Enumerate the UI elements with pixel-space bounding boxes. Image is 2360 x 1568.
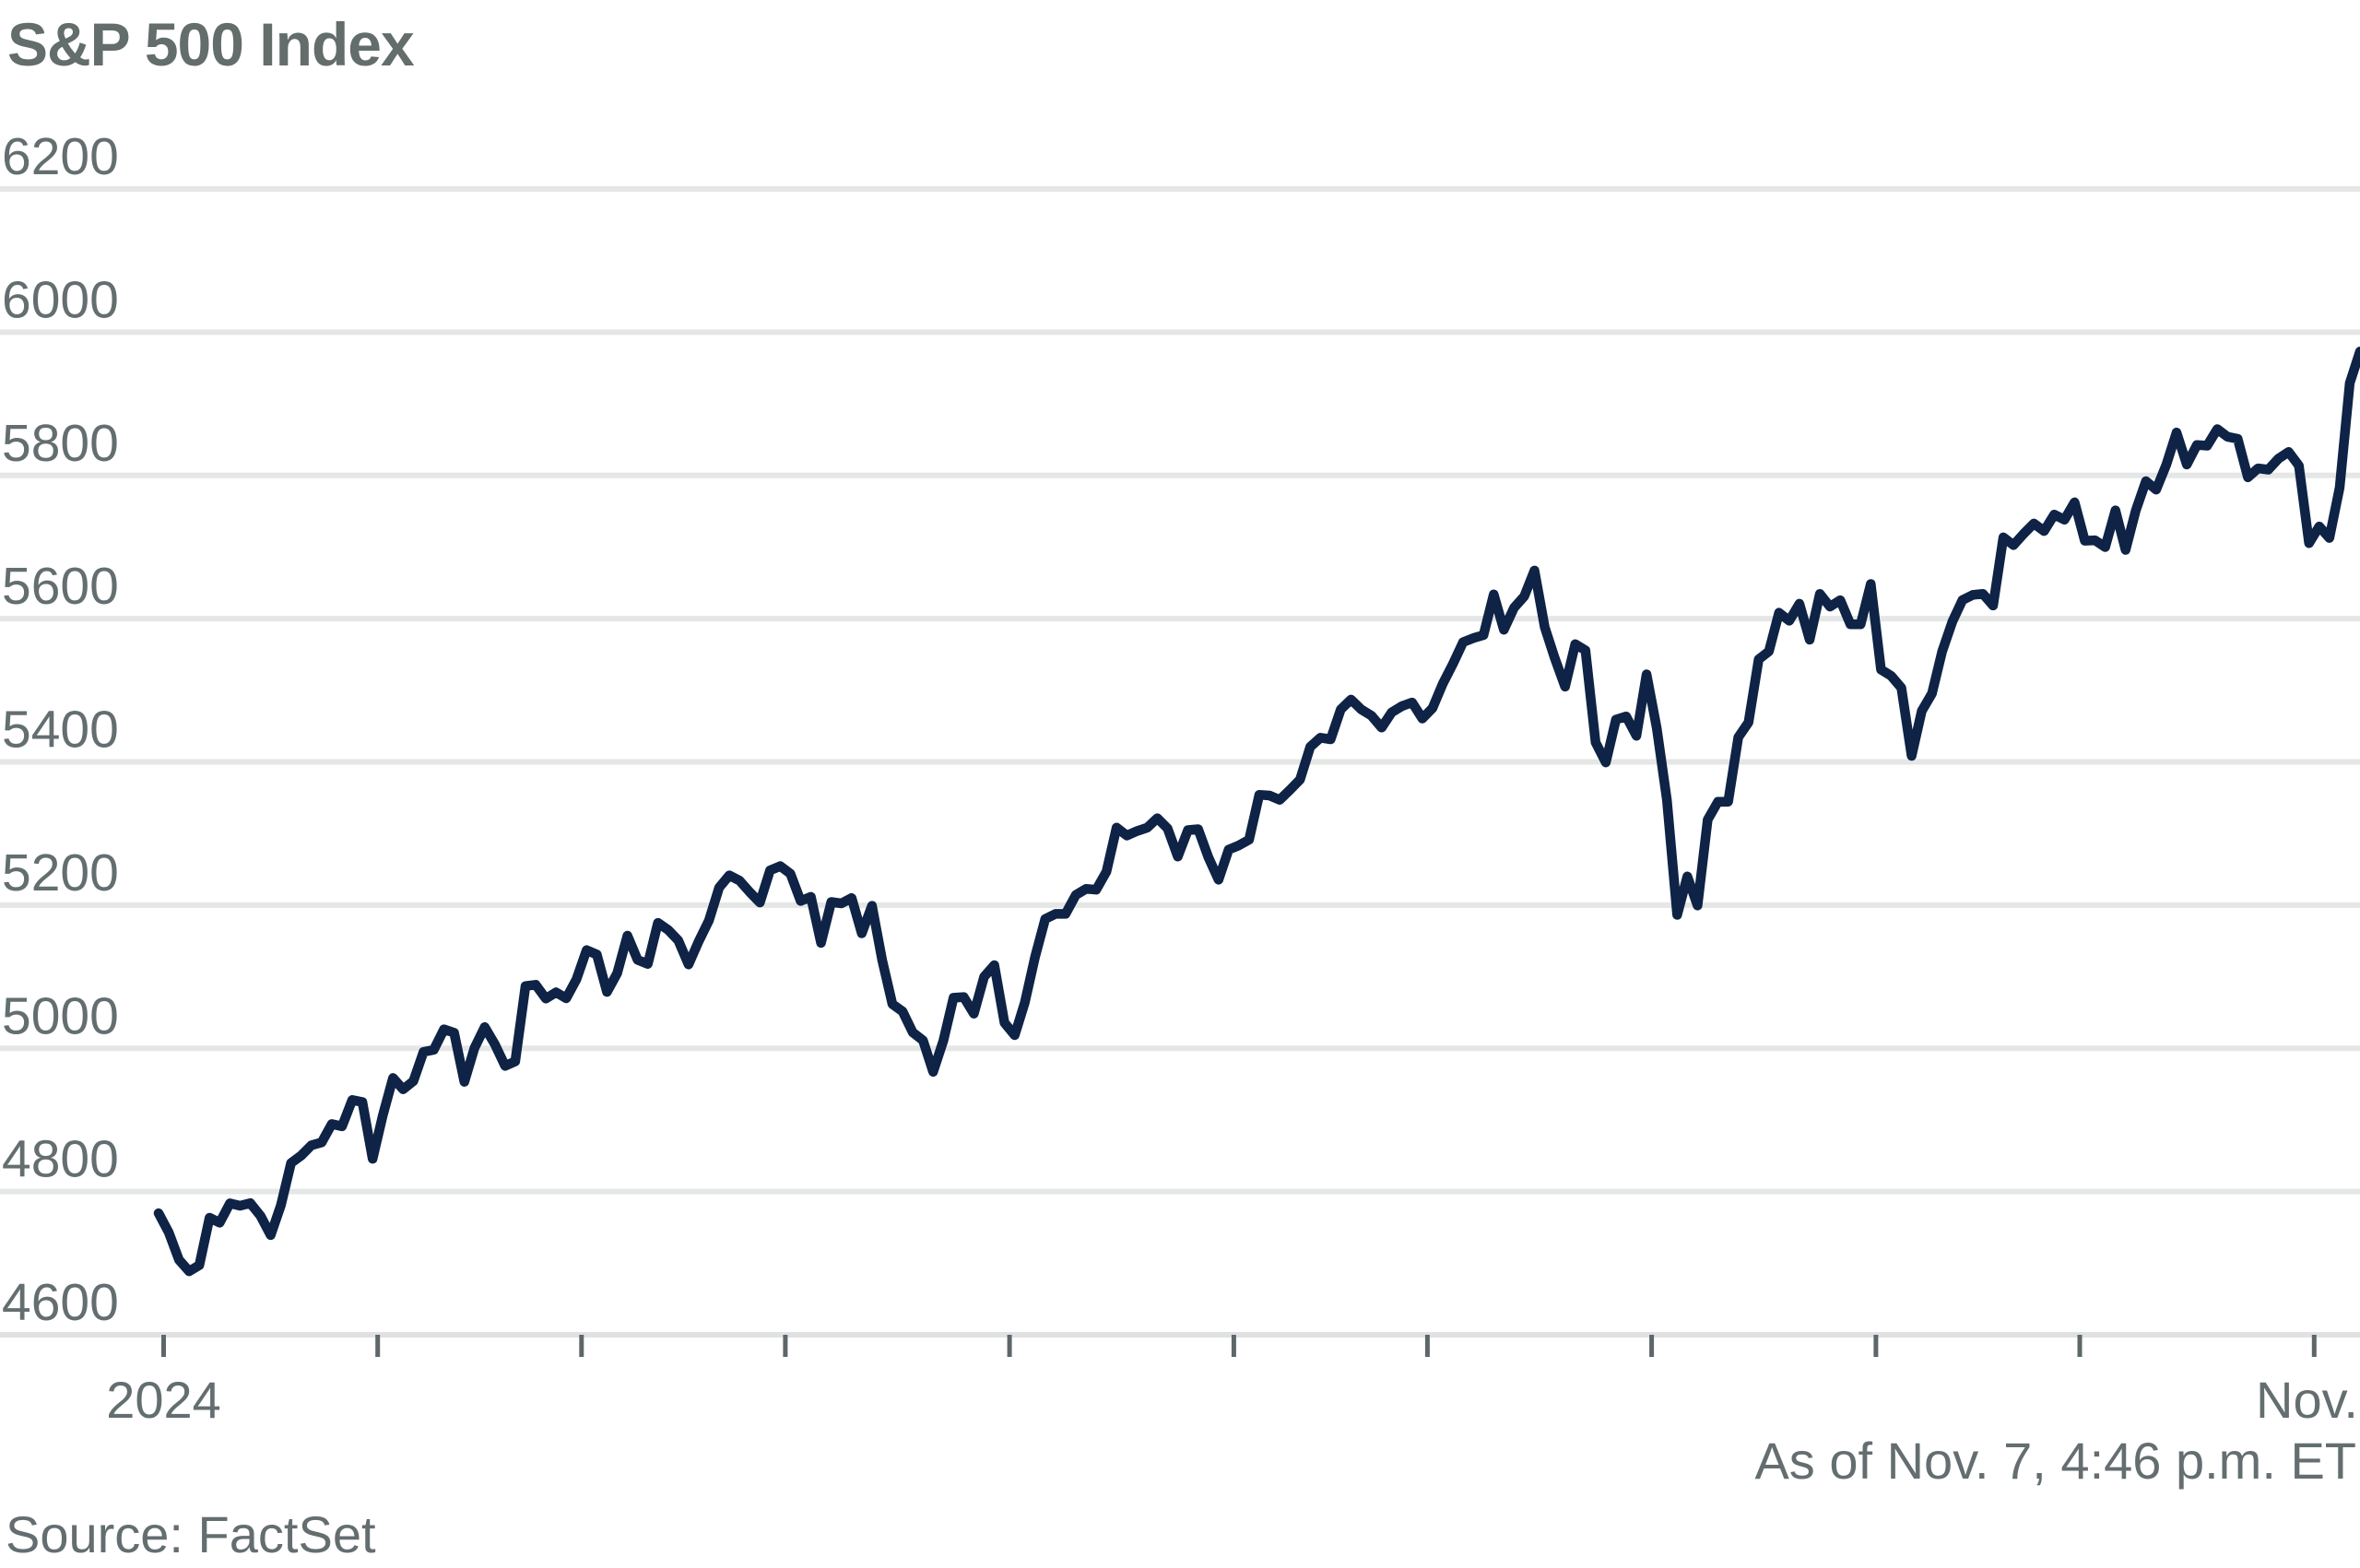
y-axis-label: 5800: [2, 414, 119, 473]
source-credit: Source: FactSet: [6, 1505, 376, 1563]
y-axis-label: 5400: [2, 701, 119, 760]
gridlines: [0, 186, 2360, 1338]
y-axis-label: 5200: [2, 843, 119, 902]
month-ticks: [161, 1335, 2317, 1357]
y-axis-label: 4800: [2, 1130, 119, 1189]
as-of-timestamp: As of Nov. 7, 4:46 p.m. ET: [1754, 1432, 2356, 1490]
y-axis-label: 6200: [2, 127, 119, 186]
y-axis-label: 5000: [2, 986, 119, 1045]
y-axis-label: 5600: [2, 557, 119, 616]
x-axis-label-start: 2024: [106, 1371, 221, 1429]
y-axis-label: 6000: [2, 270, 119, 329]
y-axis-label: 4600: [2, 1273, 119, 1332]
x-axis-label-end: Nov.: [2256, 1371, 2358, 1429]
y-axis-labels: 4600 4800 5000 5200 5400 5600 5800 6000 6200: [2, 127, 119, 1332]
price-line: [153, 347, 2360, 1277]
chart-title: S&P 500 Index: [7, 10, 415, 78]
